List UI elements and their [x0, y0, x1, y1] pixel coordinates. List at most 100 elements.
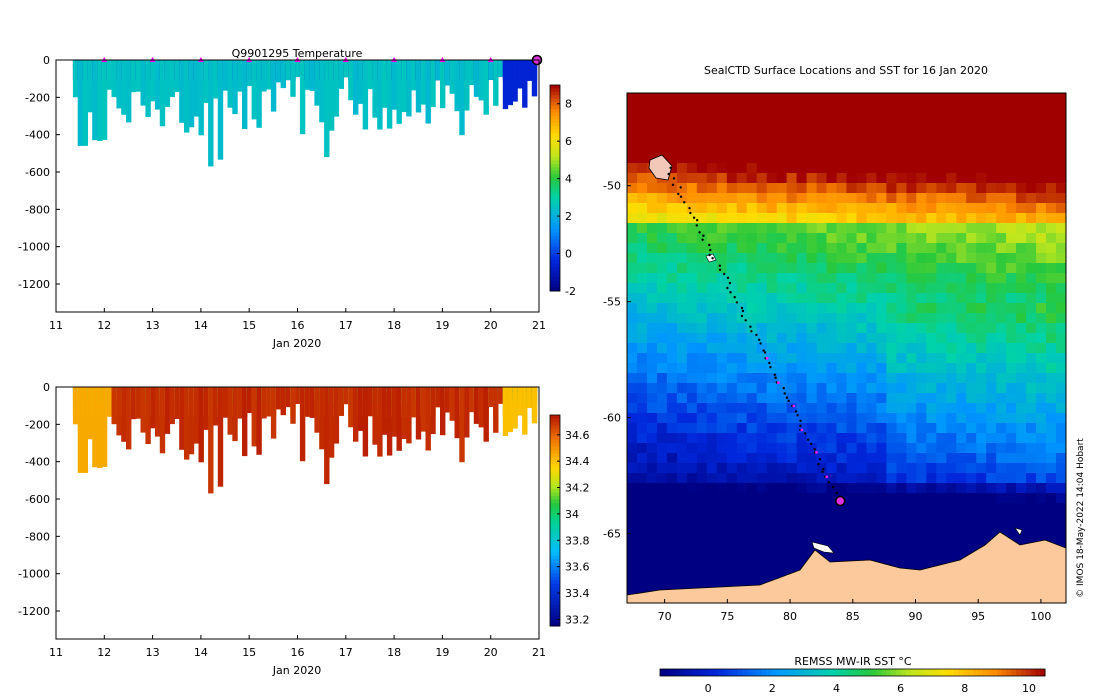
sst-cell — [766, 483, 778, 494]
sst-cell — [647, 103, 658, 114]
sst-cell — [806, 363, 818, 374]
sst-cell — [666, 563, 678, 574]
colorbar-swatch — [550, 287, 560, 292]
sst-cell — [966, 193, 977, 204]
sst-cell — [956, 453, 967, 464]
sst-cell — [726, 343, 738, 354]
sst-cell — [866, 383, 877, 394]
sst-cell — [756, 293, 768, 304]
colorbar-swatch — [789, 669, 796, 676]
sst-cell — [746, 223, 758, 234]
sst-cell — [686, 113, 698, 124]
sst-cell — [1006, 523, 1017, 534]
salinity-cell — [314, 387, 320, 433]
sst-cell — [796, 523, 808, 534]
sst-cell — [1036, 423, 1047, 434]
sst-cell — [756, 423, 768, 434]
temperature-cell — [111, 60, 117, 98]
sst-cell — [916, 163, 927, 174]
sst-cell — [886, 433, 897, 444]
colorbar-swatch — [550, 150, 560, 155]
sst-cell — [676, 403, 688, 414]
sst-cell — [746, 273, 758, 284]
colorbar-tick-label: 0 — [565, 248, 572, 261]
temperature-cell — [386, 60, 393, 129]
sst-cell — [1016, 473, 1027, 484]
sst-cell — [876, 453, 887, 464]
sst-cell — [936, 183, 947, 194]
sst-cell — [1046, 423, 1057, 434]
sst-cell — [696, 483, 708, 494]
sst-cell — [806, 133, 818, 144]
sst-cell — [926, 213, 937, 224]
ice-patch — [811, 541, 835, 554]
colorbar-swatch — [550, 112, 560, 117]
sst-cell — [886, 323, 897, 334]
sst-cell — [796, 323, 808, 334]
colorbar-swatch — [550, 139, 560, 144]
sst-cell — [846, 453, 857, 464]
sst-cell — [866, 553, 877, 564]
sst-cell — [916, 433, 927, 444]
sst-cell — [666, 433, 678, 444]
map-title: SealCTD Surface Locations and SST for 16… — [704, 64, 988, 77]
sst-cell — [826, 353, 837, 364]
sst-cell — [936, 153, 947, 164]
sst-cell — [976, 403, 987, 414]
sst-cell — [706, 453, 718, 464]
sst-cell — [656, 423, 668, 434]
sst-cell — [796, 123, 808, 134]
sst-cell — [846, 143, 857, 154]
sst-cell — [786, 163, 798, 174]
sst-cell — [746, 313, 758, 324]
sst-cell — [996, 513, 1007, 524]
sst-cell — [1016, 413, 1027, 424]
sst-cell — [637, 143, 648, 154]
sst-cell — [706, 143, 718, 154]
sst-cell — [766, 153, 778, 164]
colorbar-swatch — [550, 194, 560, 199]
sst-cell — [726, 453, 738, 464]
profile-location — [792, 404, 796, 408]
sst-cell — [676, 283, 688, 294]
sst-cell — [906, 403, 917, 414]
sst-cell — [976, 453, 987, 464]
sst-cell — [736, 333, 748, 344]
sst-cell — [986, 523, 997, 534]
sst-cell — [826, 513, 837, 524]
temperature-cell — [319, 60, 325, 123]
sst-cell — [996, 93, 1007, 104]
sst-cell — [756, 163, 768, 174]
salinity-cell — [246, 387, 253, 413]
sst-cell — [716, 493, 728, 504]
sst-cell — [746, 453, 758, 464]
sst-cell — [946, 493, 957, 504]
sst-cell — [1046, 303, 1057, 314]
sst-cell — [916, 173, 927, 184]
salinity-cell — [343, 387, 349, 405]
sst-cell — [756, 473, 768, 484]
sst-cell — [896, 303, 907, 314]
sst-cell — [796, 93, 808, 104]
sst-cell — [756, 333, 768, 344]
track-point — [755, 333, 758, 337]
sst-cell — [756, 93, 768, 104]
sst-cell — [696, 173, 708, 184]
colorbar-swatch — [550, 191, 560, 196]
sst-cell — [956, 343, 967, 354]
sst-cell — [946, 283, 957, 294]
sst-cell — [836, 113, 847, 124]
sst-cell — [1026, 293, 1037, 304]
sst-cell — [836, 253, 847, 264]
colorbar-swatch — [550, 436, 560, 441]
sst-cell — [876, 323, 887, 334]
sst-cell — [716, 233, 728, 244]
sst-cell — [986, 233, 997, 244]
colorbar-tick-label: 6 — [897, 682, 904, 695]
sst-cell — [736, 263, 748, 274]
sst-cell — [906, 253, 917, 264]
colorbar-tick-label: 4 — [833, 682, 840, 695]
track-point — [679, 186, 682, 189]
lat-tick-label: -60 — [603, 412, 621, 425]
sst-cell — [976, 103, 987, 114]
